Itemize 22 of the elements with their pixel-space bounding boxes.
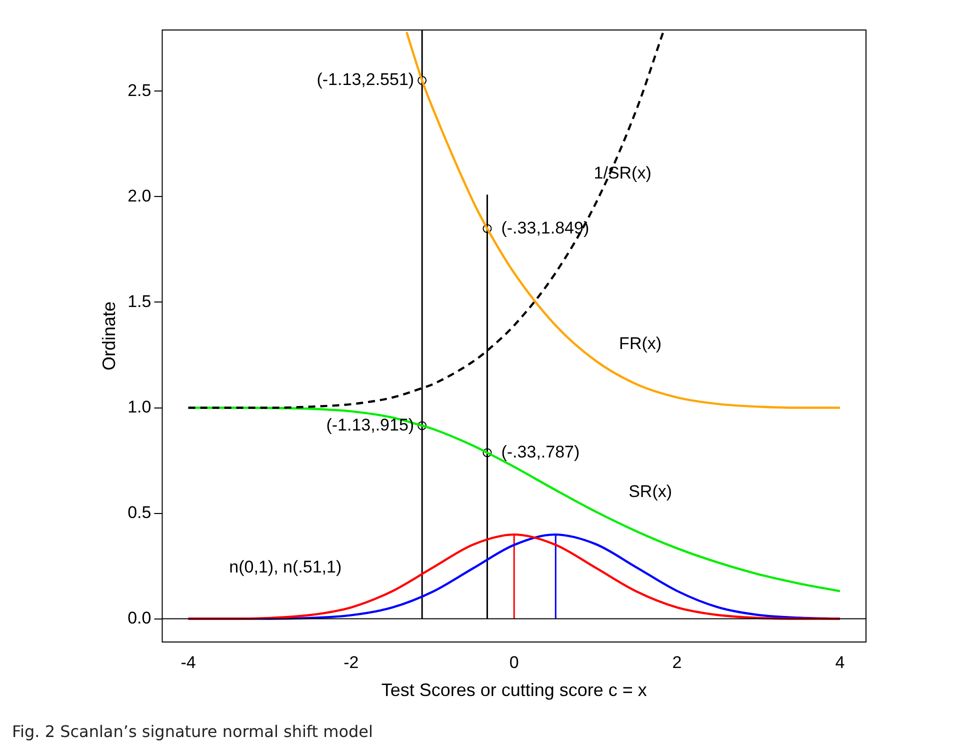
y-tick-label: 2.0 <box>128 186 152 206</box>
x-tick-label: -4 <box>180 652 196 672</box>
y-tick-label: 1.0 <box>128 397 152 416</box>
y-tick-label: 0.5 <box>128 502 152 522</box>
annotation: (-1.13,2.551) <box>316 70 414 90</box>
y-tick-label: 2.5 <box>128 80 152 100</box>
x-tick-label: -2 <box>344 652 359 672</box>
annotation: 1/SR(x) <box>594 163 652 182</box>
x-axis-title: Test Scores or cutting score c = x <box>381 680 647 700</box>
annotation: SR(x) <box>628 482 672 501</box>
annotation: (-.33,.787) <box>501 442 580 462</box>
annotation: FR(x) <box>619 334 662 353</box>
y-tick-label: 1.5 <box>128 292 152 311</box>
annotation: n(0,1), n(.51,1) <box>229 558 342 577</box>
x-tick-label: 2 <box>672 652 682 672</box>
caption: Fig. 2 Scanlan’s signature normal shift model <box>12 722 373 741</box>
y-axis-title: Ordinate <box>98 301 119 371</box>
x-tick-label: 0 <box>509 652 519 672</box>
x-tick-label: 4 <box>835 652 845 672</box>
y-tick-label: 0.0 <box>128 608 152 628</box>
annotation: (-.33,1.849) <box>501 218 590 238</box>
annotation: (-1.13,.915) <box>326 415 414 434</box>
